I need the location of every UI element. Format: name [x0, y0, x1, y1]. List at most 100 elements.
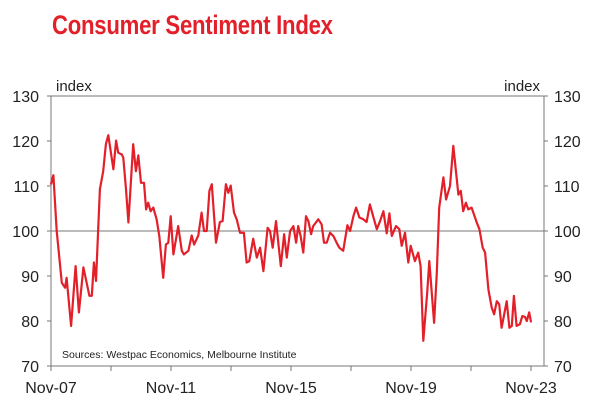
- data-point: [143, 182, 145, 184]
- data-point: [465, 201, 467, 204]
- data-point: [490, 306, 493, 309]
- data-point: [112, 168, 115, 171]
- data-point: [376, 228, 378, 230]
- data-point: [132, 143, 134, 145]
- data-point: [283, 233, 285, 235]
- data-point: [295, 241, 297, 244]
- data-point: [513, 295, 515, 297]
- y-tick-label-left: 100: [12, 224, 39, 241]
- y-tick-label-right: 90: [554, 269, 572, 286]
- y-tick-label-left: 80: [21, 314, 39, 331]
- data-point: [225, 183, 227, 185]
- data-point: [426, 291, 429, 294]
- data-point: [52, 174, 55, 176]
- data-point: [275, 220, 277, 222]
- data-point: [428, 260, 431, 262]
- data-point: [127, 221, 130, 224]
- data-point: [211, 183, 213, 185]
- data-point: [248, 260, 251, 262]
- data-point: [349, 230, 351, 232]
- y-tick-label-right: 130: [554, 89, 581, 106]
- data-point: [122, 156, 125, 159]
- data-point: [208, 190, 211, 192]
- data-point: [528, 311, 530, 314]
- data-point: [493, 313, 495, 316]
- data-point: [467, 208, 470, 211]
- data-point: [235, 218, 238, 221]
- data-point: [325, 241, 328, 244]
- data-point: [197, 234, 200, 237]
- y-tick-label-right: 100: [554, 224, 581, 241]
- data-point: [519, 323, 521, 325]
- data-point: [82, 266, 85, 269]
- data-point: [329, 232, 331, 234]
- data-point: [371, 213, 374, 216]
- data-point: [286, 256, 288, 259]
- data-point: [487, 288, 490, 291]
- data-point: [233, 211, 235, 214]
- data-point: [229, 184, 232, 187]
- data-point: [388, 212, 391, 215]
- data-point: [362, 218, 365, 221]
- data-point: [70, 325, 72, 327]
- data-point: [227, 191, 230, 194]
- data-point: [177, 225, 179, 227]
- data-point: [172, 253, 175, 256]
- x-tick-label: Nov-23: [505, 380, 557, 397]
- data-point: [152, 206, 155, 209]
- data-point: [299, 235, 302, 237]
- data-point: [307, 220, 310, 222]
- y-tick-label-right: 80: [554, 314, 572, 331]
- y-tick-label-left: 90: [21, 269, 39, 286]
- data-point: [255, 256, 258, 259]
- data-point: [181, 250, 183, 252]
- data-point: [398, 228, 401, 230]
- data-point: [289, 230, 291, 232]
- data-point: [515, 325, 518, 327]
- data-point: [511, 325, 513, 327]
- data-point: [526, 320, 528, 322]
- data-point: [200, 211, 203, 214]
- data-point: [342, 250, 345, 252]
- data-point: [312, 225, 315, 227]
- data-point: [422, 340, 425, 342]
- data-point: [419, 265, 422, 267]
- data-point: [414, 260, 416, 262]
- y-axis-label-left: index: [56, 78, 92, 95]
- data-point: [158, 235, 161, 237]
- x-tick-label: Nov-19: [385, 380, 437, 397]
- data-point: [221, 220, 224, 222]
- data-point: [262, 270, 265, 272]
- data-point: [135, 170, 137, 172]
- data-point: [338, 246, 341, 249]
- data-point: [355, 206, 357, 209]
- data-point: [147, 201, 149, 204]
- data-point: [183, 253, 185, 256]
- data-point: [335, 241, 338, 244]
- data-point: [352, 215, 355, 217]
- axes: 70 70 80 80 90 90 100 100 110 110 120 120 130 130 Nov-…: [12, 89, 581, 397]
- data-point: [404, 232, 406, 234]
- y-tick-label-left: 110: [13, 179, 39, 196]
- data-point: [369, 203, 371, 206]
- data-point: [365, 221, 368, 223]
- x-tick-label: Nov-07: [25, 380, 77, 397]
- data-point: [205, 230, 208, 232]
- data-point: [395, 225, 397, 227]
- data-point: [478, 228, 481, 230]
- series-line: [49, 134, 533, 342]
- data-point: [496, 300, 498, 303]
- data-point: [524, 316, 526, 318]
- data-point: [61, 281, 63, 284]
- data-point: [269, 230, 271, 232]
- marks: [49, 134, 533, 342]
- data-point: [140, 182, 142, 184]
- data-point: [521, 315, 524, 317]
- data-point: [498, 303, 501, 306]
- data-point: [266, 227, 269, 229]
- data-point: [457, 193, 460, 196]
- data-point: [484, 251, 486, 254]
- data-point: [460, 190, 462, 192]
- data-point: [280, 265, 282, 267]
